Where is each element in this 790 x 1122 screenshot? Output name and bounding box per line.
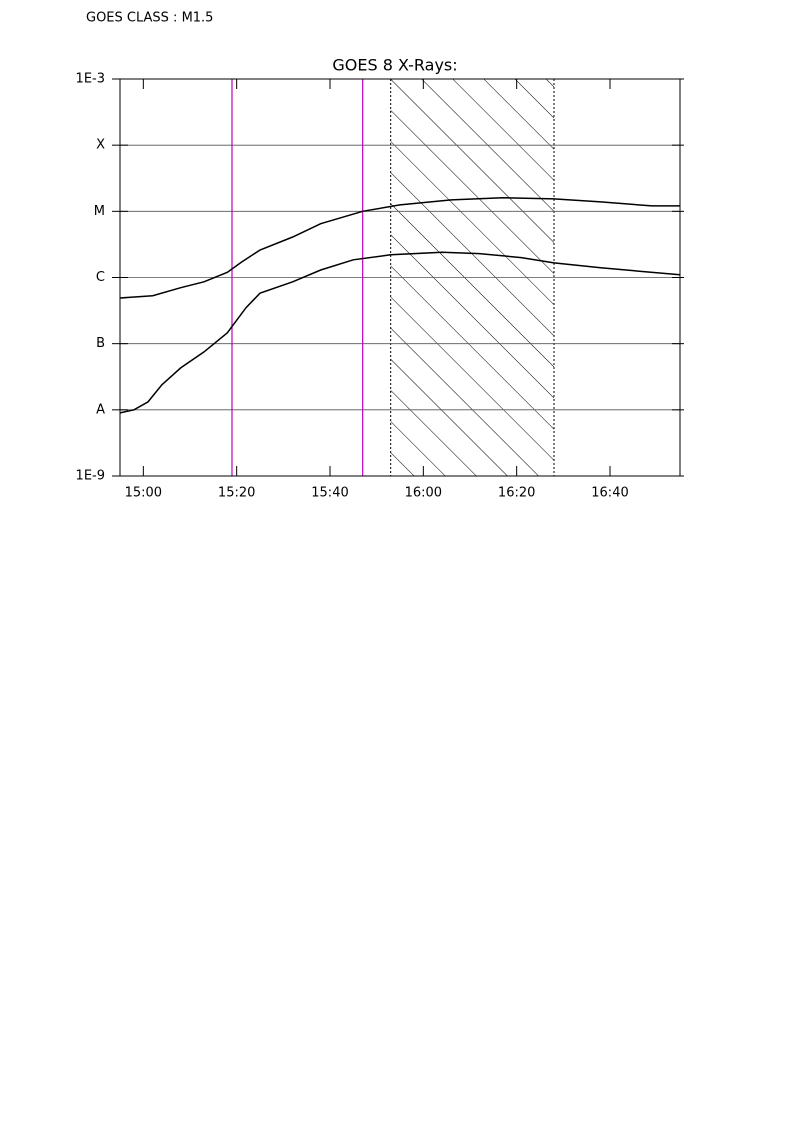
y-tick-label: A: [96, 402, 105, 417]
y-tick-label: C: [96, 270, 105, 285]
subtitle: GOES CLASS : M1.5: [86, 11, 213, 26]
y-tick-label: M: [94, 204, 105, 219]
y-tick-label: 1E-9: [76, 469, 105, 484]
x-tick-label: 15:20: [218, 486, 255, 501]
y-tick-label: 1E-3: [76, 72, 105, 87]
y-tick-label: B: [96, 336, 105, 351]
x-tick-label: 15:40: [311, 486, 348, 501]
y-tick-label: X: [96, 138, 105, 153]
plot-frame: [119, 78, 681, 477]
x-tick-label: 16:40: [591, 486, 628, 501]
x-tick-label: 15:00: [125, 486, 162, 501]
series-line: [119, 251, 681, 414]
series-line: [119, 197, 680, 299]
chart-title: GOES 8 X-Rays:: [332, 56, 457, 75]
x-tick-label: 16:20: [498, 486, 535, 501]
x-tick-label: 16:00: [405, 486, 442, 501]
